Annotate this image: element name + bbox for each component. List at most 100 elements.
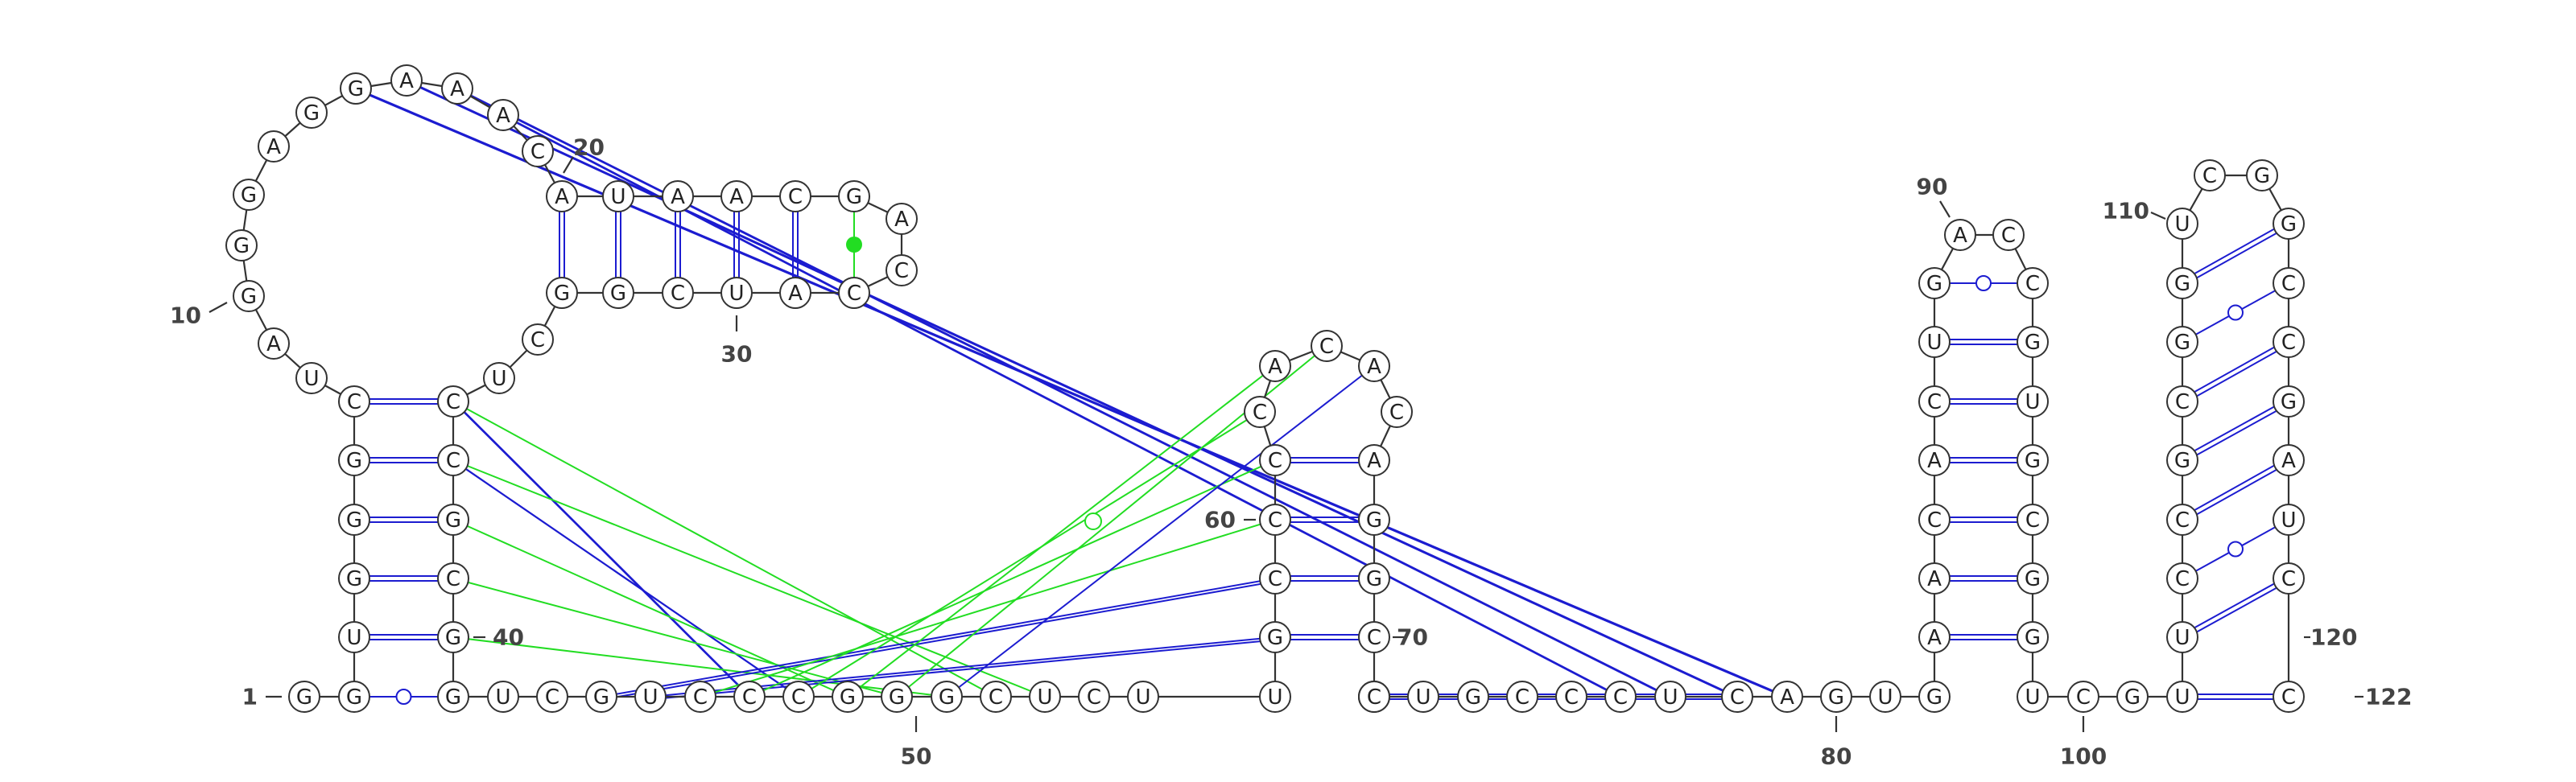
nucleotide-letter: G [2281, 390, 2297, 414]
nucleotide-letter: G [348, 77, 364, 101]
long-range-pair-line [358, 90, 1791, 700]
nucleotide: G [437, 621, 469, 653]
nucleotide-letter: G [2174, 449, 2190, 473]
nucleotide-letter: G [1366, 508, 1382, 533]
nucleotide: G [881, 681, 913, 713]
nucleotide: U [483, 362, 515, 394]
nucleotide-letter: C [2281, 567, 2296, 591]
nucleotide-letter: A [1268, 355, 1282, 379]
long-range-pair-line [452, 401, 997, 698]
nucleotide: G [602, 277, 634, 309]
nucleotide-letter: C [671, 282, 685, 306]
long-range-pair-line [406, 80, 1738, 698]
nucleotide: U [2017, 681, 2049, 713]
canonical-pair-line [2181, 339, 2289, 401]
canonical-pair-line [2182, 224, 2290, 286]
nucleotide: C [1259, 504, 1291, 536]
nucleotide: A [390, 64, 423, 97]
nucleotide-letter: A [1927, 626, 1942, 650]
position-label-90: 90 [1917, 174, 1948, 200]
nucleotide-letter: A [1927, 567, 1942, 591]
nucleotide-letter: G [445, 685, 461, 710]
nucleotide-letter: G [2174, 272, 2190, 296]
nucleotide-letter: G [233, 234, 250, 258]
nucleotide-letter: C [742, 685, 757, 710]
nucleotide-letter: G [346, 567, 362, 591]
canonical-pair-line [2182, 402, 2290, 463]
nucleotide-letter: U [2174, 685, 2190, 710]
nucleotide-letter: A [450, 77, 464, 101]
nucleotide-letter: A [266, 135, 281, 159]
nucleotide: C [2273, 562, 2305, 595]
nucleotide-letter: G [445, 626, 461, 650]
nucleotide: A [1918, 562, 1951, 595]
nucleotide-letter: C [347, 390, 361, 414]
nucleotide: C [1918, 504, 1951, 536]
long-range-pair-line [456, 462, 803, 700]
nucleotide: U [1259, 681, 1291, 713]
nucleotide: C [536, 681, 568, 713]
nucleotide: U [2166, 681, 2198, 713]
nucleotide: G [233, 280, 265, 312]
nucleotide-letter: A [894, 208, 909, 232]
long-range-pair-line [452, 578, 898, 698]
nucleotide: C [1918, 385, 1951, 418]
nucleotide: A [662, 180, 694, 212]
nucleotide-letter: C [791, 685, 806, 710]
wobble-pair-marker [395, 689, 412, 705]
nucleotide: G [1358, 504, 1390, 536]
nucleotide: C [437, 385, 469, 418]
position-label-40: 40 [493, 624, 524, 651]
nucleotide-letter: U [610, 185, 625, 209]
nucleotide-letter: C [989, 685, 1003, 710]
long-range-pair-line [506, 117, 1624, 700]
position-label-10: 10 [170, 303, 201, 329]
nucleotide-letter: C [2281, 685, 2296, 710]
nucleotide-letter: C [2281, 331, 2296, 355]
nucleotide: A [779, 277, 811, 309]
nucleotide: C [1506, 681, 1538, 713]
nucleotide-letter: A [2281, 449, 2296, 473]
nucleotide-letter: C [1367, 626, 1381, 650]
nucleotide-letter: C [693, 685, 708, 710]
nucleotide: C [2017, 504, 2049, 536]
nucleotide: C [2017, 267, 2049, 299]
nucleotide: C [1311, 330, 1343, 362]
nucleotide: C [1078, 681, 1110, 713]
nucleotide-letter: G [241, 183, 257, 208]
canonical-pair-line [2181, 398, 2289, 459]
nucleotide: G [1259, 621, 1291, 653]
nucleotide-letter: G [1267, 626, 1283, 650]
nucleotide-letter: G [241, 285, 257, 309]
nucleotide-letter: G [2025, 626, 2041, 650]
nucleotide: U [2017, 385, 2049, 418]
nucleotide: G [2166, 326, 2198, 358]
nucleotide: A [1259, 350, 1291, 382]
nucleotide-letter: G [2254, 164, 2270, 188]
nucleotide: G [838, 180, 870, 212]
nucleotide: G [1918, 681, 1951, 713]
nucleotide: C [662, 277, 694, 309]
nucleotide: A [886, 203, 918, 235]
nucleotide-letter: G [296, 685, 312, 710]
nucleotide: A [546, 180, 578, 212]
nucleotide-letter: C [788, 185, 803, 209]
nucleotide-letter: A [1927, 449, 1942, 473]
nucleotide-letter: U [1267, 685, 1282, 710]
nucleotide: G [2017, 444, 2049, 476]
nucleotide: C [2273, 326, 2305, 358]
nucleotide: C [733, 681, 766, 713]
nucleotide: C [1555, 681, 1587, 713]
canonical-pair-line [2182, 579, 2290, 640]
nucleotide: C [980, 681, 1012, 713]
nucleotide: G [2017, 562, 2049, 595]
nucleotide-letter: C [1730, 685, 1744, 710]
nucleotide: U [634, 681, 667, 713]
nucleotide-letter: G [610, 282, 626, 306]
nucleotide: U [1029, 681, 1061, 713]
nucleotide-letter: U [1037, 685, 1052, 710]
position-tick [208, 302, 228, 313]
nucleotide-letter: G [303, 101, 320, 126]
